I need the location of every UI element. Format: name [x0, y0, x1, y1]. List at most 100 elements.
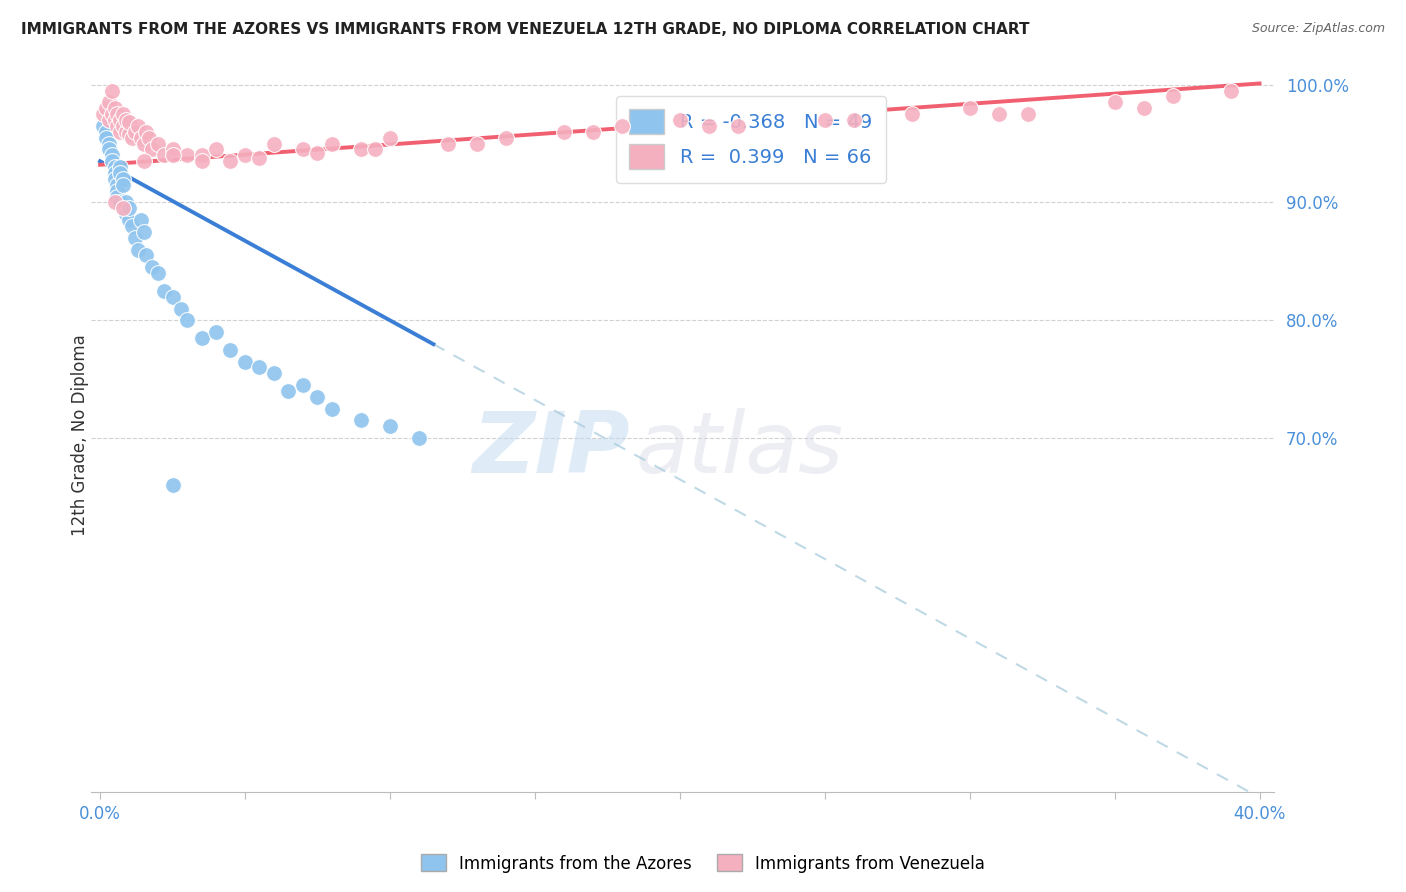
- Point: [97, 136, 120, 151]
- Point: [697, 119, 720, 133]
- Point: [350, 143, 373, 157]
- Point: [408, 431, 430, 445]
- Point: [129, 130, 152, 145]
- Point: [107, 119, 129, 133]
- Point: [205, 143, 228, 157]
- Point: [129, 213, 152, 227]
- Point: [132, 136, 155, 151]
- Point: [121, 219, 143, 233]
- Point: [112, 172, 135, 186]
- Point: [146, 266, 169, 280]
- Point: [97, 95, 120, 110]
- Point: [668, 113, 690, 128]
- Point: [110, 195, 132, 210]
- Point: [127, 119, 149, 133]
- Point: [1017, 107, 1039, 121]
- Point: [110, 160, 132, 174]
- Point: [1132, 101, 1154, 115]
- Point: [263, 367, 285, 381]
- Point: [814, 113, 837, 128]
- Point: [219, 343, 242, 357]
- Point: [107, 189, 129, 203]
- Point: [103, 166, 125, 180]
- Point: [115, 125, 138, 139]
- Point: [112, 119, 135, 133]
- Point: [378, 419, 401, 434]
- Point: [94, 101, 117, 115]
- Point: [900, 107, 922, 121]
- Point: [307, 390, 329, 404]
- Point: [190, 331, 212, 345]
- Point: [91, 119, 114, 133]
- Point: [1161, 89, 1184, 103]
- Point: [115, 113, 138, 128]
- Point: [465, 136, 488, 151]
- Point: [190, 148, 212, 162]
- Point: [94, 125, 117, 139]
- Point: [121, 130, 143, 145]
- Point: [321, 401, 343, 416]
- Point: [610, 119, 633, 133]
- Point: [103, 160, 125, 174]
- Point: [112, 107, 135, 121]
- Text: IMMIGRANTS FROM THE AZORES VS IMMIGRANTS FROM VENEZUELA 12TH GRADE, NO DIPLOMA C: IMMIGRANTS FROM THE AZORES VS IMMIGRANTS…: [21, 22, 1029, 37]
- Point: [124, 231, 146, 245]
- Point: [176, 148, 198, 162]
- Point: [146, 136, 169, 151]
- Point: [127, 243, 149, 257]
- Point: [115, 207, 138, 221]
- Point: [842, 113, 865, 128]
- Point: [959, 101, 981, 115]
- Point: [100, 84, 122, 98]
- Point: [1104, 95, 1126, 110]
- Legend: Immigrants from the Azores, Immigrants from Venezuela: Immigrants from the Azores, Immigrants f…: [415, 847, 991, 880]
- Point: [112, 202, 135, 216]
- Text: Source: ZipAtlas.com: Source: ZipAtlas.com: [1251, 22, 1385, 36]
- Point: [135, 248, 157, 262]
- Point: [132, 225, 155, 239]
- Point: [153, 148, 176, 162]
- Y-axis label: 12th Grade, No Diploma: 12th Grade, No Diploma: [72, 334, 89, 536]
- Point: [277, 384, 299, 398]
- Point: [110, 125, 132, 139]
- Point: [100, 148, 122, 162]
- Point: [118, 202, 141, 216]
- Point: [135, 125, 157, 139]
- Point: [170, 301, 193, 316]
- Point: [103, 195, 125, 210]
- Text: atlas: atlas: [636, 408, 844, 491]
- Point: [100, 107, 122, 121]
- Point: [176, 313, 198, 327]
- Point: [112, 178, 135, 192]
- Point: [162, 290, 184, 304]
- Point: [94, 130, 117, 145]
- Point: [162, 143, 184, 157]
- Point: [153, 284, 176, 298]
- Point: [378, 130, 401, 145]
- Point: [205, 325, 228, 339]
- Legend: R = -0.368   N = 49, R =  0.399   N = 66: R = -0.368 N = 49, R = 0.399 N = 66: [616, 95, 886, 183]
- Point: [103, 172, 125, 186]
- Point: [350, 413, 373, 427]
- Point: [190, 154, 212, 169]
- Point: [219, 154, 242, 169]
- Point: [100, 154, 122, 169]
- Point: [97, 113, 120, 128]
- Point: [141, 143, 163, 157]
- Text: ZIP: ZIP: [472, 408, 630, 491]
- Point: [987, 107, 1010, 121]
- Point: [263, 136, 285, 151]
- Point: [162, 148, 184, 162]
- Point: [1219, 84, 1241, 98]
- Point: [495, 130, 517, 145]
- Point: [112, 202, 135, 216]
- Point: [91, 107, 114, 121]
- Point: [291, 143, 314, 157]
- Point: [110, 166, 132, 180]
- Point: [162, 478, 184, 492]
- Point: [138, 130, 160, 145]
- Point: [307, 146, 329, 161]
- Point: [103, 101, 125, 115]
- Point: [727, 119, 749, 133]
- Point: [110, 113, 132, 128]
